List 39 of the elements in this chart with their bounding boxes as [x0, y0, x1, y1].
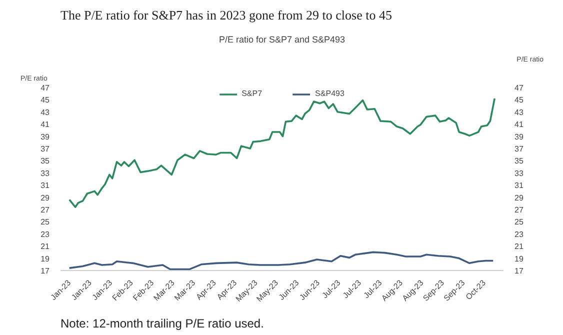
- y2-tick-label: 19: [514, 254, 524, 264]
- text: Note: 12-month trailing P/E ratio used.: [60, 316, 264, 330]
- y-tick-label: 19: [40, 254, 50, 264]
- y2-tick-label: 35: [514, 156, 524, 166]
- y-tick-label: 33: [40, 168, 50, 178]
- line-series: [68, 251, 494, 270]
- y-tick-label: 37: [40, 144, 50, 154]
- y-tick-label: 43: [40, 108, 50, 117]
- y2-tick-label: 17: [514, 266, 524, 276]
- y-tick-label: 21: [40, 242, 50, 252]
- y2-tick-label: 23: [514, 230, 524, 239]
- y-tick-label: 31: [40, 181, 50, 190]
- y2-tick-label: 33: [514, 168, 524, 178]
- y-tick-label: 47: [40, 84, 50, 92]
- y-tick-label: 27: [40, 206, 50, 214]
- y-tick-label: 41: [40, 120, 50, 130]
- y2-tick-label: 31: [514, 181, 524, 190]
- y2-tick-label: 39: [514, 132, 524, 142]
- legend-label: S&P7: [242, 89, 262, 98]
- y-tick-label: 25: [40, 218, 50, 227]
- y2-tick-label: 27: [514, 206, 524, 214]
- y-tick-label: 23: [40, 230, 50, 239]
- line-series: [68, 98, 496, 208]
- chart-title: The P/E ratio for S&P7 has in 2023 gone from 29 to close to 45: [60, 8, 392, 22]
- y2-tick-label: 29: [514, 193, 524, 202]
- y-tick-label: 17: [40, 266, 50, 276]
- y2-tick-label: 45: [514, 96, 524, 105]
- y2-tick-label: 25: [514, 218, 524, 227]
- y2-tick-label: 21: [514, 242, 524, 252]
- chart-subtitle: P/E ratio for S&P7 and S&P493: [218, 34, 346, 44]
- y2-tick-label: 47: [514, 84, 524, 92]
- y-tick-label: 35: [40, 156, 50, 166]
- legend-label: S&P493: [315, 89, 344, 98]
- y-tick-label: 29: [40, 193, 50, 202]
- y-tick-label: 45: [40, 96, 50, 105]
- y2-tick-label: 43: [514, 108, 524, 117]
- y-tick-label: 39: [40, 132, 50, 142]
- y2-tick-label: 41: [514, 120, 524, 130]
- y2-tick-label: 37: [514, 144, 524, 154]
